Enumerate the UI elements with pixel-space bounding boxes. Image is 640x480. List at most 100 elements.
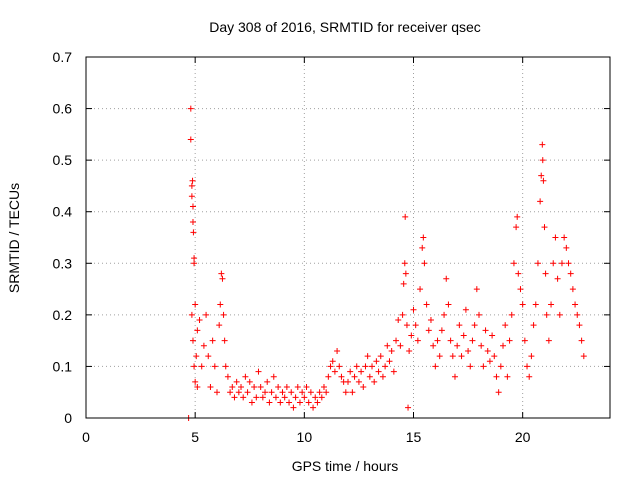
data-point [482,327,489,334]
data-point [386,358,393,365]
x-tick-label: 15 [406,429,422,445]
data-point [542,270,549,277]
data-point [384,342,391,349]
data-point [408,332,415,339]
data-point [266,399,273,406]
data-point [264,378,271,385]
data-point [539,157,546,164]
data-point [434,337,441,344]
data-point [484,347,491,354]
data-point [253,394,260,401]
data-point [347,368,354,375]
data-point [471,322,478,329]
data-point [242,373,249,380]
data-point [358,368,365,375]
data-point [567,270,574,277]
data-point [515,270,522,277]
data-point [209,337,216,344]
data-point [403,322,410,329]
data-point [462,306,469,313]
data-point [371,378,378,385]
data-point [219,275,226,282]
data-point [235,389,242,396]
data-point [251,384,258,391]
data-point [421,260,428,267]
data-point [574,311,581,318]
data-point [196,317,203,324]
data-point [538,172,545,179]
data-point [491,353,498,360]
data-point [188,311,195,318]
data-point [198,363,205,370]
data-point [307,389,314,396]
data-point [393,337,400,344]
data-point [447,337,454,344]
data-point [248,399,255,406]
data-point [399,311,406,318]
data-point [194,327,201,334]
data-point [493,373,500,380]
x-tick-label: 0 [82,429,90,445]
data-point [445,301,452,308]
data-point [382,363,389,370]
data-point [189,337,196,344]
data-point [217,301,224,308]
data-point [281,394,288,401]
data-point [578,337,585,344]
data-point [194,384,201,391]
data-point [506,337,513,344]
data-point [327,363,334,370]
data-point [545,337,552,344]
data-point [203,311,210,318]
data-point [530,322,537,329]
data-point [543,311,550,318]
data-point [238,384,245,391]
data-point [294,384,301,391]
data-point [449,353,456,360]
data-point [425,327,432,334]
data-point [259,394,266,401]
data-point [216,322,223,329]
data-point [211,363,218,370]
data-point [205,353,212,360]
data-point [469,337,476,344]
scatter-points [185,105,587,421]
data-point [556,311,563,318]
data-point [353,363,360,370]
data-point [402,270,409,277]
data-point [191,260,198,267]
data-point [508,311,515,318]
data-point [451,373,458,380]
data-point [454,342,461,349]
y-tick-label: 0 [64,410,72,426]
data-point [188,193,195,200]
data-point [187,136,194,143]
data-point [414,337,421,344]
data-point [325,373,332,380]
data-point [240,394,247,401]
data-point [334,347,341,354]
data-point [528,353,535,360]
data-point [279,389,286,396]
data-point [191,363,198,370]
data-point [443,275,450,282]
data-point [362,363,369,370]
data-point [283,384,290,391]
y-tick-label: 0.7 [53,49,73,65]
data-point [486,358,493,365]
y-tick-label: 0.2 [53,307,73,323]
data-point [189,177,196,184]
y-tick-label: 0.1 [53,358,73,374]
data-point [460,332,467,339]
data-point [286,399,293,406]
data-point [458,353,465,360]
data-point [329,358,336,365]
data-point [188,182,195,189]
data-point [349,389,356,396]
grid [86,57,610,418]
data-point [187,105,194,112]
data-point [272,394,279,401]
data-point [207,384,214,391]
data-point [192,301,199,308]
